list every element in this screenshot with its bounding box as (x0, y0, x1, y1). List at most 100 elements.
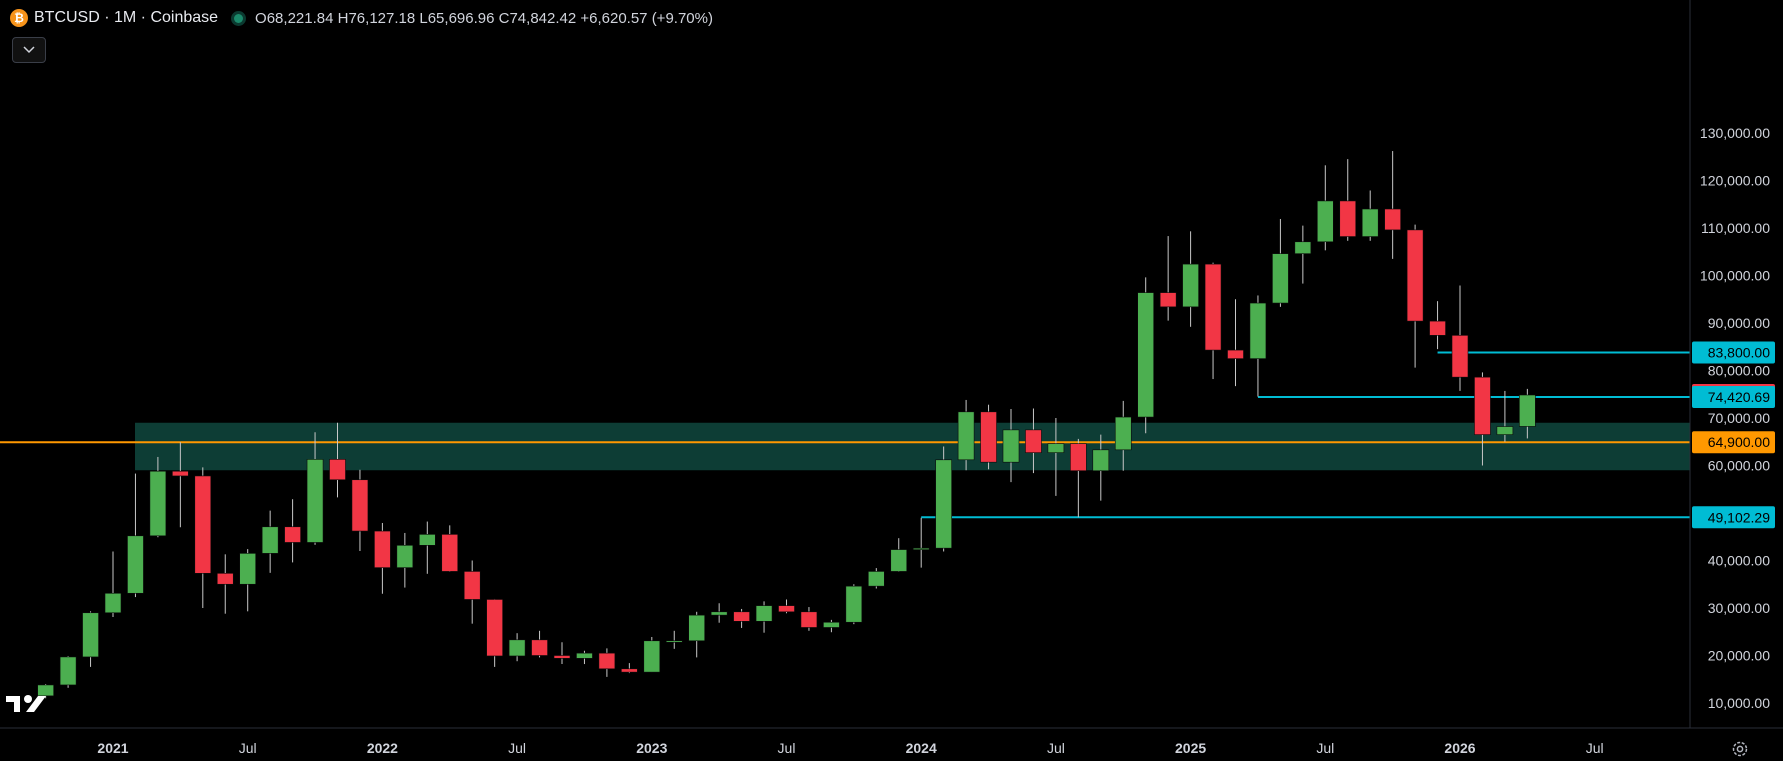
candle-body (710, 611, 728, 616)
y-tick-label: 10,000.00 (1708, 695, 1770, 711)
candle-body (194, 475, 212, 574)
candle-body (980, 411, 997, 463)
x-tick-label: Jul (239, 740, 257, 756)
y-tick-label: 100,000.00 (1700, 268, 1770, 284)
candle-body (1451, 335, 1469, 378)
candle-body (1047, 443, 1065, 453)
candle-body (665, 640, 683, 643)
y-tick-label: 30,000.00 (1708, 600, 1770, 616)
price-tag-label: 83,800.00 (1708, 344, 1770, 360)
candle-body (1159, 292, 1177, 308)
candle-body (127, 535, 144, 594)
ohlc-readout: O68,221.84 H76,127.18 L65,696.96 C74,842… (255, 10, 713, 27)
candle-body (1496, 426, 1514, 435)
x-tick-label: Jul (778, 740, 796, 756)
candle-body (82, 612, 99, 658)
open-value: 68,221.84 (266, 9, 334, 27)
high-value: 76,127.18 (348, 9, 416, 27)
candle-body (351, 479, 369, 532)
high-label: H (337, 9, 349, 27)
candle-body (867, 571, 885, 587)
candle-body (1474, 376, 1491, 435)
collapse-legend-button[interactable] (12, 37, 46, 63)
x-tick-label: 2023 (636, 740, 667, 756)
low-label: L (419, 9, 428, 27)
candle-body (621, 668, 638, 673)
y-tick-label: 130,000.00 (1700, 125, 1770, 141)
candle-body (1070, 443, 1087, 472)
market-status-icon (234, 13, 244, 23)
x-tick-label: 2026 (1444, 740, 1475, 756)
candle-body (1249, 302, 1267, 359)
price-tag-label: 49,102.29 (1708, 509, 1770, 525)
candle-body (890, 549, 908, 572)
support-zone (135, 422, 1690, 471)
candle-body (733, 611, 750, 622)
change-value: +6,620.57 (+9.70%) (580, 9, 713, 27)
x-tick-label: 2024 (906, 740, 937, 756)
candle-body (508, 639, 526, 657)
price-tag-label: 74,420.69 (1708, 389, 1770, 405)
candle-body (778, 605, 795, 613)
candle-body (463, 571, 481, 600)
y-tick-label: 40,000.00 (1708, 553, 1770, 569)
candle-body (912, 547, 930, 550)
y-tick-label: 120,000.00 (1700, 173, 1770, 189)
x-tick-label: 2021 (97, 740, 128, 756)
low-value: 65,696.96 (427, 9, 495, 27)
chevron-down-icon (23, 46, 35, 54)
candle-body (1092, 449, 1110, 472)
candle-body (441, 534, 459, 572)
candle-body (1227, 349, 1244, 359)
candle-body (1339, 200, 1357, 237)
candle-body (1114, 416, 1132, 451)
close-label: C (498, 9, 510, 27)
candle-body (59, 656, 77, 686)
y-tick-label: 20,000.00 (1708, 648, 1770, 664)
candle-body (957, 411, 975, 461)
candle-body (37, 684, 54, 697)
y-tick-label: 60,000.00 (1708, 458, 1770, 474)
close-value: 74,842.42 (509, 9, 577, 27)
candle-body (1182, 263, 1199, 308)
candle-body (216, 573, 234, 585)
candle-body (1272, 253, 1289, 304)
candle-body (418, 534, 436, 546)
candle-body (1204, 263, 1222, 351)
candle-body (576, 652, 593, 659)
candle-body (329, 459, 346, 481)
candle-body (172, 470, 189, 477)
candle-body (284, 526, 301, 543)
tradingview-logo-icon[interactable] (4, 690, 54, 716)
symbol-header: ₿ BTCUSD · 1M · Coinbase O68,221.84 H76,… (10, 7, 713, 29)
x-tick-label: Jul (1316, 740, 1334, 756)
price-tag (1692, 341, 1775, 364)
open-label: O (255, 9, 267, 27)
candle-body (1317, 200, 1334, 243)
candle-body (396, 544, 414, 568)
candle-body (1384, 208, 1401, 231)
candle-body (1519, 394, 1536, 427)
candle-body (1361, 208, 1379, 237)
x-tick-label: Jul (1586, 740, 1604, 756)
candle-body (531, 639, 548, 656)
price-tag (1692, 431, 1775, 454)
symbol-label[interactable]: BTCUSD · 1M · Coinbase (34, 9, 219, 26)
candle-body (935, 459, 952, 549)
candle-body (823, 621, 840, 628)
candle-body (261, 526, 279, 554)
candle-body (486, 599, 503, 657)
candle-body (598, 652, 616, 670)
candle-body (1137, 292, 1154, 418)
candle-body (800, 611, 818, 628)
candle-body (1429, 320, 1446, 336)
candle-body (755, 605, 773, 622)
x-tick-label: Jul (1047, 740, 1065, 756)
x-tick-label: 2022 (367, 740, 398, 756)
candle-body (1406, 229, 1424, 322)
candle-body (845, 585, 863, 623)
gear-icon[interactable] (1731, 740, 1749, 758)
bitcoin-icon: ₿ (10, 9, 28, 27)
candle-body (1002, 429, 1020, 463)
